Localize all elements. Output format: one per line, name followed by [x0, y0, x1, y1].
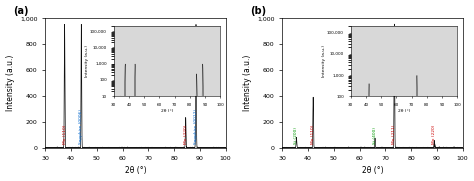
Text: Mo (220): Mo (220) [184, 125, 188, 144]
X-axis label: 2θ (°): 2θ (°) [362, 167, 383, 175]
Text: (b): (b) [250, 6, 266, 16]
Y-axis label: Intensity (a.u.): Intensity (a.u.) [243, 55, 252, 111]
Text: Mo (110): Mo (110) [63, 125, 66, 144]
Text: Mo (220): Mo (220) [432, 125, 436, 144]
Text: Si (400): Si (400) [373, 127, 377, 144]
Text: Mo (211): Mo (211) [392, 125, 396, 144]
Text: Si (200): Si (200) [294, 127, 299, 144]
Text: Sapphire (0006): Sapphire (0006) [79, 109, 83, 144]
Text: Mo (110): Mo (110) [311, 125, 315, 144]
X-axis label: 2θ (°): 2θ (°) [125, 167, 146, 175]
Text: (a): (a) [13, 6, 28, 16]
Y-axis label: Intensity (a.u.): Intensity (a.u.) [6, 55, 15, 111]
Text: Sapphire (0012): Sapphire (0012) [194, 109, 198, 144]
